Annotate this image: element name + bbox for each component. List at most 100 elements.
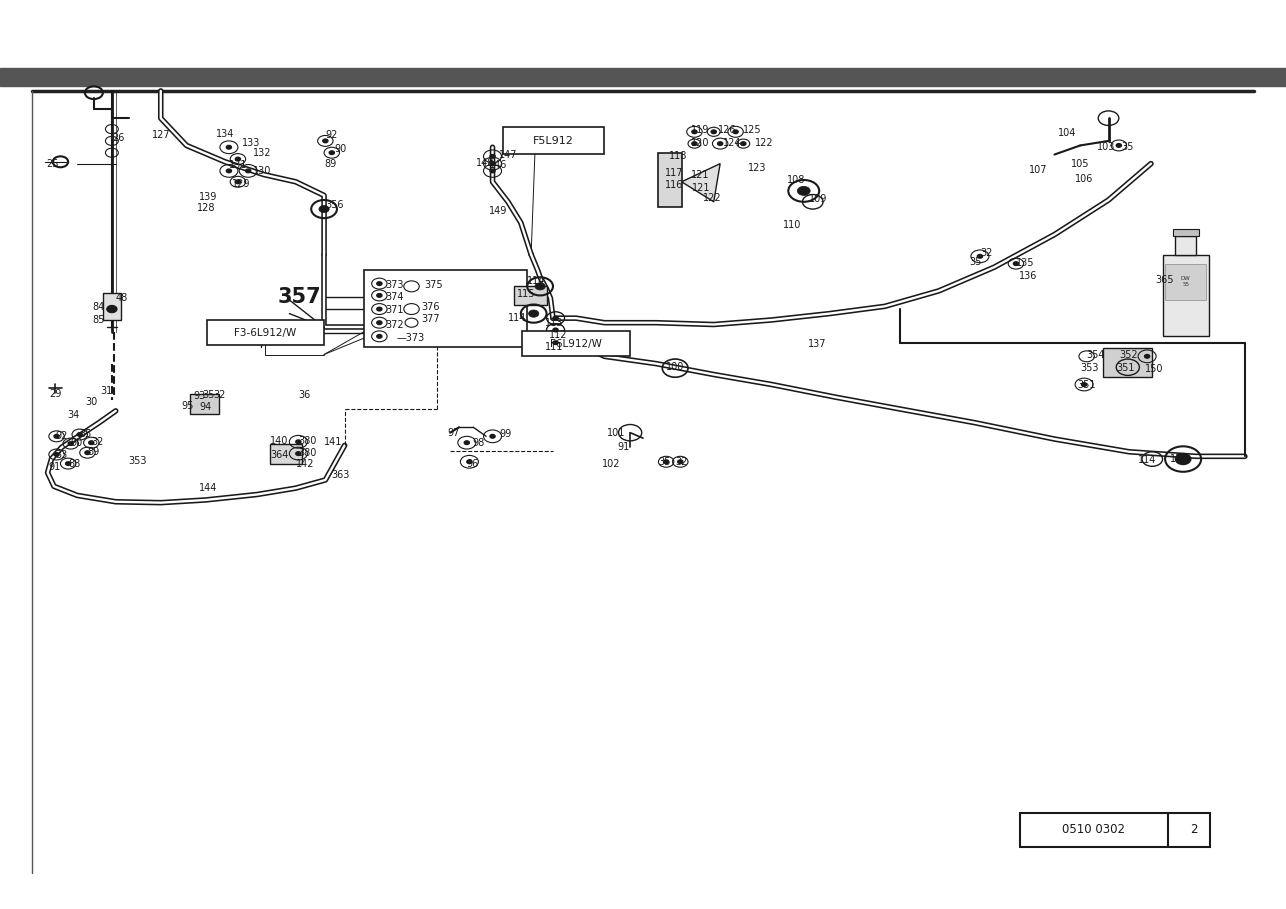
- Text: 32: 32: [675, 456, 688, 467]
- Bar: [1175, 236, 1196, 255]
- Circle shape: [319, 205, 329, 213]
- Text: 351: 351: [1116, 363, 1134, 374]
- Text: 114: 114: [508, 313, 526, 324]
- Circle shape: [329, 151, 334, 155]
- Text: 32: 32: [980, 247, 993, 258]
- Bar: [1103, 348, 1152, 377]
- Circle shape: [54, 435, 59, 438]
- Text: 98: 98: [472, 437, 485, 448]
- Text: 365: 365: [1155, 275, 1173, 285]
- Text: 141: 141: [324, 436, 342, 447]
- Bar: [1173, 229, 1199, 236]
- Text: 90: 90: [334, 144, 347, 155]
- Circle shape: [529, 310, 539, 317]
- Circle shape: [89, 441, 94, 445]
- Text: 2: 2: [1190, 824, 1197, 836]
- Text: 374: 374: [386, 292, 404, 303]
- Text: 373: 373: [386, 279, 404, 290]
- Text: 110: 110: [783, 220, 801, 231]
- Text: 93: 93: [193, 391, 206, 402]
- FancyBboxPatch shape: [503, 127, 604, 154]
- Text: 135: 135: [1016, 257, 1034, 268]
- Circle shape: [296, 452, 301, 455]
- Text: 129: 129: [231, 178, 249, 189]
- Circle shape: [85, 451, 90, 454]
- Text: 92: 92: [325, 130, 338, 141]
- Text: 132: 132: [253, 147, 271, 158]
- Bar: [270, 444, 302, 464]
- Text: 122: 122: [703, 193, 721, 204]
- Text: 89: 89: [87, 446, 100, 457]
- Text: 372: 372: [386, 319, 404, 330]
- Text: 91: 91: [617, 442, 630, 453]
- Text: 106: 106: [1075, 174, 1093, 185]
- Text: 353: 353: [129, 455, 147, 466]
- Text: 121: 121: [692, 183, 710, 194]
- Text: 112: 112: [549, 329, 567, 340]
- Text: 35: 35: [1121, 142, 1134, 153]
- Text: F3-6L912/W: F3-6L912/W: [234, 327, 296, 338]
- Circle shape: [490, 435, 495, 438]
- Bar: [190, 394, 219, 414]
- Text: F5L912: F5L912: [532, 135, 574, 146]
- Text: 134: 134: [216, 128, 234, 139]
- Text: 35: 35: [80, 428, 93, 439]
- Circle shape: [54, 453, 59, 456]
- Circle shape: [741, 142, 746, 145]
- Bar: [0, 68, 1286, 86]
- Text: 139: 139: [199, 192, 217, 203]
- Text: 130: 130: [253, 165, 271, 176]
- Text: 99: 99: [499, 428, 512, 439]
- Text: 30: 30: [85, 396, 98, 407]
- Circle shape: [323, 139, 328, 143]
- Text: 117: 117: [665, 167, 683, 178]
- Text: 121: 121: [691, 169, 709, 180]
- Text: 100: 100: [666, 362, 684, 373]
- Text: 105: 105: [1071, 158, 1089, 169]
- Circle shape: [246, 169, 251, 173]
- Text: F6L912/W: F6L912/W: [550, 338, 602, 349]
- Text: 94: 94: [199, 402, 212, 413]
- Text: 123: 123: [748, 163, 766, 174]
- Text: 124: 124: [723, 137, 741, 148]
- Text: 138: 138: [1170, 454, 1188, 464]
- Text: 114: 114: [527, 275, 545, 286]
- Text: 97: 97: [448, 427, 460, 438]
- Text: 26: 26: [112, 133, 125, 144]
- Text: 95: 95: [181, 401, 194, 412]
- Circle shape: [235, 157, 240, 161]
- Text: 35: 35: [202, 390, 215, 401]
- Text: 32: 32: [213, 390, 226, 401]
- Text: 101: 101: [607, 427, 625, 438]
- Text: 85: 85: [93, 315, 105, 325]
- Text: 364: 364: [270, 450, 288, 461]
- Text: 92: 92: [55, 431, 68, 442]
- Polygon shape: [682, 164, 720, 202]
- Text: 351: 351: [1078, 379, 1096, 390]
- Text: 48: 48: [116, 293, 129, 304]
- Circle shape: [464, 441, 469, 445]
- Circle shape: [490, 155, 495, 158]
- Text: 90: 90: [71, 437, 84, 448]
- Text: 113: 113: [545, 317, 563, 328]
- Text: 102: 102: [602, 458, 620, 469]
- Circle shape: [977, 255, 983, 258]
- Circle shape: [490, 169, 495, 173]
- Text: 137: 137: [808, 338, 826, 349]
- Circle shape: [1013, 262, 1019, 265]
- Text: 146: 146: [489, 160, 507, 171]
- Circle shape: [535, 283, 545, 290]
- Text: 35: 35: [970, 256, 983, 267]
- Text: 25: 25: [46, 158, 59, 169]
- Text: 118: 118: [669, 151, 687, 162]
- Circle shape: [1175, 454, 1191, 464]
- Text: 128: 128: [197, 203, 215, 214]
- Text: 144: 144: [199, 483, 217, 494]
- Text: 109: 109: [809, 194, 827, 205]
- Text: 140: 140: [270, 435, 288, 446]
- Text: 116: 116: [665, 179, 683, 190]
- Text: 356: 356: [325, 199, 343, 210]
- Text: 103: 103: [1097, 142, 1115, 153]
- Bar: [1163, 255, 1209, 336]
- Text: 31: 31: [100, 385, 113, 396]
